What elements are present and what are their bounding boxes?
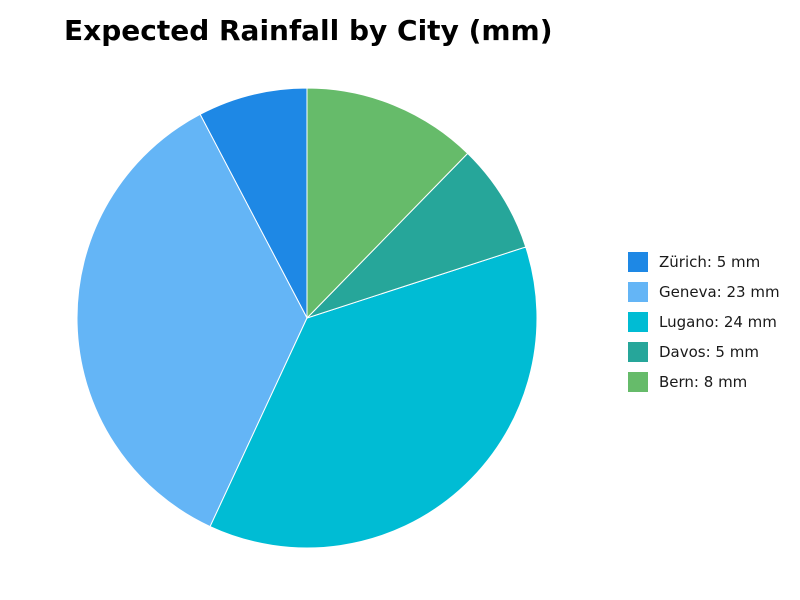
legend-swatch bbox=[628, 342, 648, 362]
pie-slice-z-rich bbox=[199, 87, 308, 319]
pie-slice-geneva bbox=[76, 113, 308, 528]
chart-legend: Zürich: 5 mm Geneva: 23 mm Lugano: 24 mm Da… bbox=[628, 247, 780, 397]
legend-swatch bbox=[628, 372, 648, 392]
legend-label: Zürich: 5 mm bbox=[659, 253, 761, 271]
legend-item: Geneva: 23 mm bbox=[628, 277, 780, 307]
legend-swatch bbox=[628, 252, 648, 272]
chart-title: Expected Rainfall by City (mm) bbox=[64, 14, 553, 47]
pie-slice-lugano bbox=[209, 246, 538, 549]
legend-item: Zürich: 5 mm bbox=[628, 247, 780, 277]
legend-item: Lugano: 24 mm bbox=[628, 307, 780, 337]
legend-swatch bbox=[628, 282, 648, 302]
legend-label: Davos: 5 mm bbox=[659, 343, 759, 361]
legend-swatch bbox=[628, 312, 648, 332]
legend-label: Bern: 8 mm bbox=[659, 373, 748, 391]
pie-slice-bern bbox=[306, 87, 469, 320]
pie-slice-davos bbox=[306, 152, 527, 319]
legend-label: Geneva: 23 mm bbox=[659, 283, 780, 301]
legend-item: Bern: 8 mm bbox=[628, 367, 780, 397]
legend-label: Lugano: 24 mm bbox=[659, 313, 777, 331]
legend-item: Davos: 5 mm bbox=[628, 337, 780, 367]
